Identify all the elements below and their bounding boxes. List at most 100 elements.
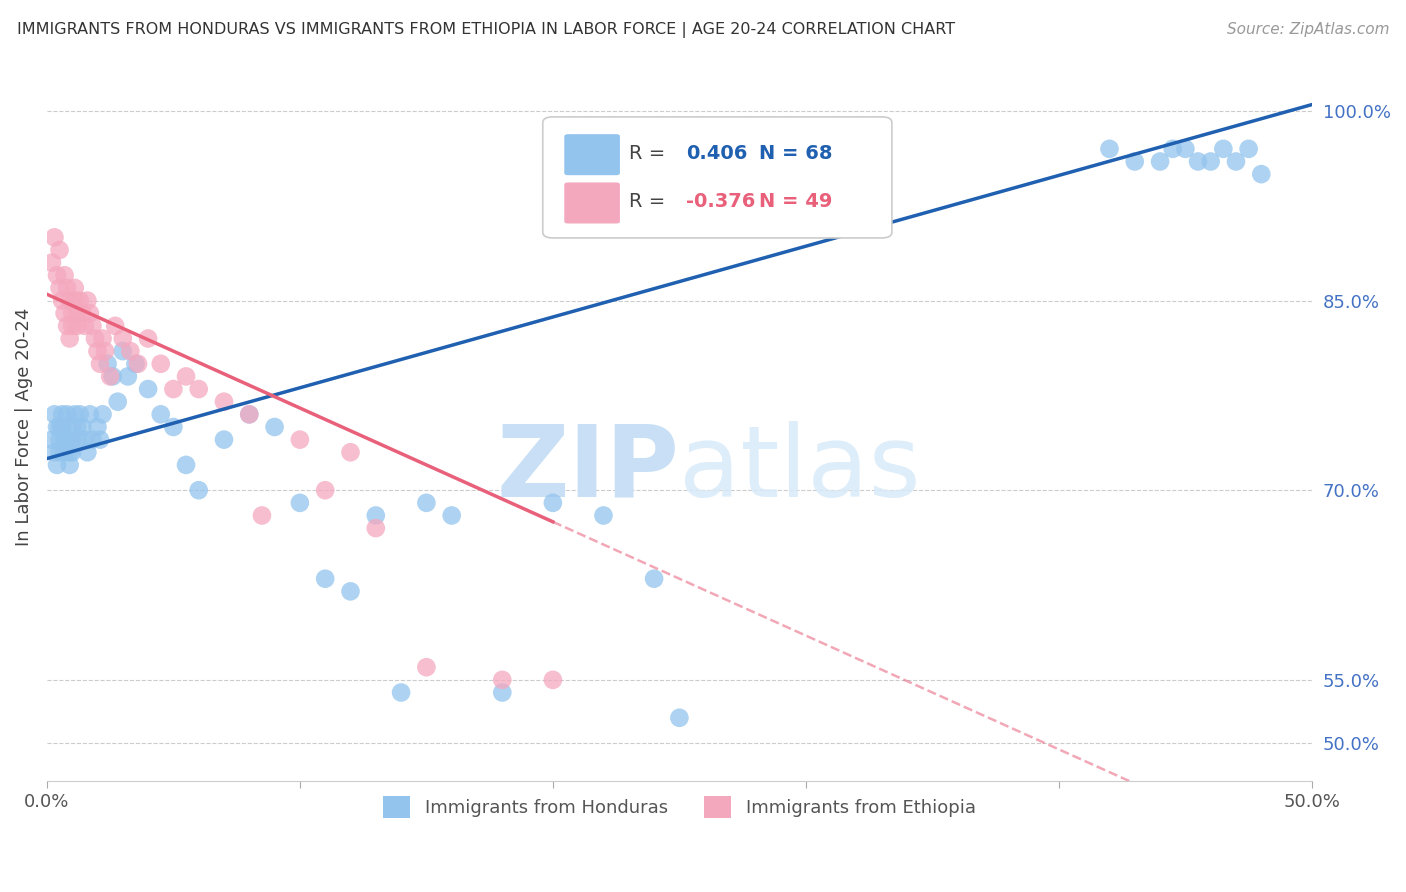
Point: [51, 293, 73, 308]
Point: [73, 318, 96, 333]
Point: [59, 331, 82, 345]
Point: [66, 306, 89, 320]
Point: [238, 408, 260, 422]
Text: atlas: atlas: [679, 421, 921, 518]
Point: [592, 508, 614, 523]
Point: [1212, 142, 1234, 156]
Point: [541, 496, 564, 510]
Point: [86, 344, 108, 359]
Point: [1123, 154, 1146, 169]
Point: [48, 433, 70, 447]
Point: [46, 268, 69, 283]
Point: [63, 293, 86, 308]
Point: [44, 230, 66, 244]
Point: [82, 433, 104, 447]
Y-axis label: In Labor Force | Age 20-24: In Labor Force | Age 20-24: [15, 308, 32, 546]
Point: [84, 331, 107, 345]
Point: [288, 433, 311, 447]
Point: [89, 357, 111, 371]
Point: [56, 281, 79, 295]
Point: [91, 408, 114, 422]
Point: [56, 408, 79, 422]
Point: [1149, 154, 1171, 169]
Point: [124, 357, 146, 371]
Point: [79, 408, 101, 422]
Point: [104, 318, 127, 333]
Point: [53, 445, 76, 459]
Point: [86, 420, 108, 434]
Point: [1187, 154, 1209, 169]
Text: -0.376: -0.376: [686, 192, 755, 211]
Point: [48, 420, 70, 434]
Point: [1174, 142, 1197, 156]
Text: Source: ZipAtlas.com: Source: ZipAtlas.com: [1226, 22, 1389, 37]
Point: [107, 394, 129, 409]
Point: [97, 357, 120, 371]
Point: [69, 408, 91, 422]
Point: [339, 445, 361, 459]
Point: [56, 318, 79, 333]
Point: [76, 445, 98, 459]
Point: [53, 306, 76, 320]
Point: [101, 369, 124, 384]
Point: [415, 496, 437, 510]
FancyBboxPatch shape: [543, 117, 891, 238]
Point: [48, 445, 70, 459]
Point: [149, 357, 172, 371]
Point: [59, 458, 82, 472]
Point: [44, 445, 66, 459]
Legend: Immigrants from Honduras, Immigrants from Ethiopia: Immigrants from Honduras, Immigrants fro…: [375, 789, 983, 825]
Point: [1250, 167, 1272, 181]
Point: [491, 673, 513, 687]
Point: [41, 255, 63, 269]
Point: [314, 572, 336, 586]
Point: [46, 458, 69, 472]
Point: [339, 584, 361, 599]
Point: [162, 382, 184, 396]
Point: [94, 344, 117, 359]
Text: 0.406: 0.406: [686, 144, 747, 162]
Point: [117, 369, 139, 384]
Point: [79, 306, 101, 320]
Point: [212, 394, 235, 409]
Point: [643, 572, 665, 586]
Point: [66, 433, 89, 447]
Point: [491, 685, 513, 699]
Point: [541, 673, 564, 687]
Point: [149, 408, 172, 422]
Point: [51, 420, 73, 434]
Point: [120, 344, 142, 359]
Point: [60, 318, 83, 333]
Point: [1237, 142, 1260, 156]
Point: [250, 508, 273, 523]
Point: [56, 433, 79, 447]
Text: ZIP: ZIP: [496, 421, 679, 518]
Point: [59, 293, 82, 308]
Text: IMMIGRANTS FROM HONDURAS VS IMMIGRANTS FROM ETHIOPIA IN LABOR FORCE | AGE 20-24 : IMMIGRANTS FROM HONDURAS VS IMMIGRANTS F…: [17, 22, 955, 38]
Point: [53, 433, 76, 447]
Point: [212, 433, 235, 447]
Point: [668, 711, 690, 725]
Point: [66, 420, 89, 434]
Point: [364, 508, 387, 523]
Point: [63, 281, 86, 295]
Point: [111, 344, 134, 359]
Point: [174, 369, 197, 384]
Point: [51, 408, 73, 422]
Point: [76, 293, 98, 308]
Text: R =: R =: [628, 192, 671, 211]
Point: [187, 483, 209, 498]
Point: [136, 382, 159, 396]
Point: [48, 243, 70, 257]
Point: [1225, 154, 1247, 169]
Point: [60, 306, 83, 320]
Point: [60, 433, 83, 447]
Point: [415, 660, 437, 674]
Point: [89, 433, 111, 447]
Point: [162, 420, 184, 434]
Point: [238, 408, 260, 422]
Point: [1161, 142, 1184, 156]
Text: N = 49: N = 49: [759, 192, 832, 211]
FancyBboxPatch shape: [564, 183, 620, 224]
Point: [69, 293, 91, 308]
